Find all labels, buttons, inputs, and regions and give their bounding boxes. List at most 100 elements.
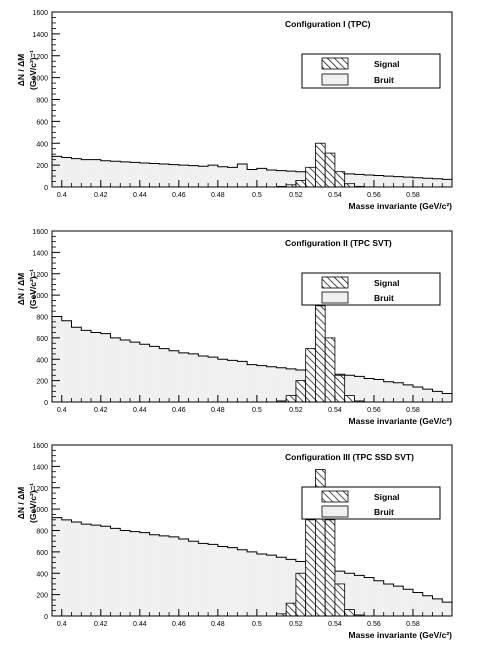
bruit-bar	[364, 378, 374, 402]
y-tick-label: 200	[36, 379, 48, 386]
bruit-bar	[130, 342, 140, 402]
bruit-bar	[247, 551, 257, 616]
signal-bar	[324, 519, 336, 617]
bruit-bar	[286, 368, 296, 402]
y-tick-label: 400	[36, 357, 48, 364]
bruit-bar	[130, 531, 140, 616]
bruit-bar	[188, 165, 199, 187]
bruit-bar	[422, 178, 433, 187]
bruit-bar	[442, 393, 452, 402]
bruit-bar	[344, 375, 355, 402]
bruit-bar	[91, 332, 101, 402]
bruit-bar	[100, 333, 111, 402]
bruit-bar	[393, 176, 404, 187]
bruit-bar	[120, 530, 131, 616]
bruit-bar	[91, 525, 101, 616]
bruit-bar	[227, 547, 238, 616]
legend-label: Bruit	[374, 75, 394, 85]
bruit-bar	[403, 384, 413, 402]
y-axis-label: ΔN / ΔM (GeV/c²)⁻¹	[16, 269, 38, 309]
x-axis-label: Masse invariante (GeV/c²)	[349, 201, 453, 211]
signal-bar	[285, 602, 297, 617]
y-tick-label: 1400	[32, 250, 48, 257]
x-axis-label: Masse invariante (GeV/c²)	[349, 416, 453, 426]
bruit-bar	[383, 583, 394, 616]
x-tick-label: 0.5	[252, 407, 262, 414]
x-tick-label: 0.52	[289, 407, 303, 414]
bruit-bar	[432, 178, 443, 187]
chart-panel-3: 0 200 400 600 800 1000 1200 1400 1600 0.4 0.42 0.44…	[16, 443, 453, 640]
bruit-bar	[403, 177, 413, 187]
y-tick-label: 600	[36, 119, 48, 126]
x-tick-label: 0.5	[252, 192, 262, 199]
bruit-bar	[217, 166, 228, 187]
bruit-bar	[169, 164, 179, 187]
signal-bar	[344, 395, 355, 403]
bruit-bar	[130, 162, 140, 187]
bruit-bar	[412, 387, 423, 402]
y-tick-label: 1000	[32, 293, 48, 300]
y-tick-label: 0	[44, 400, 48, 407]
bruit-bar	[169, 350, 179, 402]
signal-bar	[324, 337, 336, 403]
bruit-bar	[110, 337, 121, 402]
bruit-bar	[237, 361, 248, 402]
bruit-bar	[286, 171, 296, 187]
bruit-bar	[286, 559, 296, 616]
signal-bar	[315, 305, 326, 403]
signal-bar	[295, 180, 307, 188]
bruit-bar	[276, 367, 287, 402]
chart-panel-2: 0 200 400 600 800 1000 1200 1400 1600 0.4 0.42 0.44…	[16, 229, 453, 426]
bruit-bar	[91, 159, 101, 187]
bruit-bar	[100, 526, 111, 616]
y-tick-label: 1000	[32, 76, 48, 83]
bruit-bar	[149, 346, 160, 402]
bruit-bar	[208, 544, 218, 616]
bruit-bar	[422, 595, 433, 616]
legend-swatch-signal	[321, 490, 349, 503]
bruit-bar	[178, 352, 189, 402]
signal-bar	[344, 609, 355, 617]
y-tick-label: 0	[44, 614, 48, 621]
y-axis-label: ΔN / ΔM (GeV/c²)⁻¹	[16, 483, 38, 523]
y-tick-label: 1400	[32, 464, 48, 471]
bruit-bar	[61, 519, 72, 616]
bruit-bar	[373, 175, 384, 187]
bruit-outline	[52, 517, 452, 603]
x-tick-label: 0.48	[211, 192, 225, 199]
y-tick-label: 800	[36, 98, 48, 105]
bruit-bar	[393, 382, 404, 402]
y-tick-label: 1000	[32, 507, 48, 514]
bruit-bar	[159, 164, 170, 187]
bruit-bar	[217, 359, 228, 402]
x-tick-label: 0.56	[367, 192, 381, 199]
x-tick-label: 0.46	[172, 621, 186, 628]
chart-title: Configuration I (TPC)	[285, 19, 371, 29]
y-tick-label: 1400	[32, 32, 48, 39]
bruit-bar	[373, 580, 384, 616]
bruit-bar	[52, 517, 62, 616]
y-tick-label: 600	[36, 336, 48, 343]
bruit-bar	[100, 160, 111, 187]
x-tick-label: 0.42	[94, 192, 108, 199]
y-axis-label-unit: (GeV/c²)⁻¹	[28, 50, 38, 90]
bruit-bar	[266, 170, 277, 187]
bruit-bar	[354, 376, 365, 402]
legend: Signal Bruit	[301, 53, 441, 89]
legend: Signal Bruit	[301, 272, 441, 306]
legend-label: Signal	[374, 492, 400, 502]
bruit-bar	[364, 174, 374, 187]
bruit-bar	[383, 381, 394, 402]
bruit-bar	[178, 165, 189, 187]
bruit-outline	[52, 316, 452, 394]
y-tick-label: 1200	[32, 54, 48, 61]
legend-swatch-signal	[321, 276, 349, 289]
bruit-bar	[256, 554, 267, 616]
bruit-bar	[81, 524, 92, 616]
bruit-bar	[178, 539, 189, 616]
bruit-bar	[237, 549, 248, 616]
y-tick-label: 400	[36, 141, 48, 148]
x-tick-label: 0.46	[172, 192, 186, 199]
bruit-bar	[344, 573, 355, 616]
legend-swatch-signal	[321, 57, 349, 70]
